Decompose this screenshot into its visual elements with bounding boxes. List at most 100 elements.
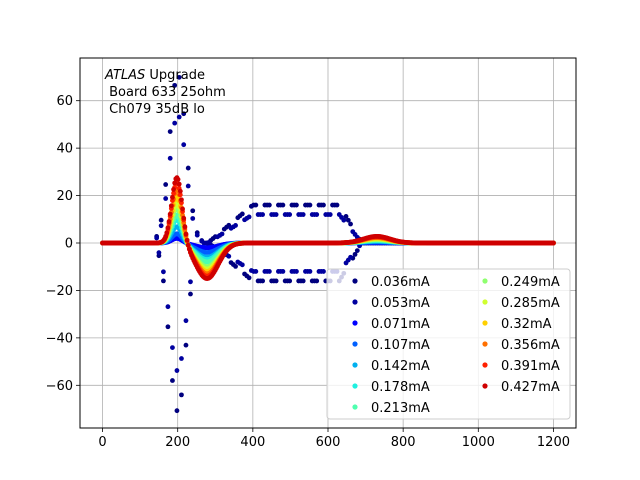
legend-box [326, 268, 571, 420]
data-point [190, 216, 196, 221]
data-point [154, 235, 160, 241]
data-point [170, 345, 175, 350]
legend-marker [352, 320, 358, 326]
data-point [163, 182, 169, 187]
data-point [179, 197, 184, 203]
legend-marker [352, 404, 358, 410]
legend-marker [482, 383, 488, 389]
data-point [188, 279, 193, 285]
legend-item: 0.053mA [352, 296, 430, 311]
legend-marker [482, 278, 488, 284]
annotation-italic: ATLAS [104, 68, 145, 83]
data-point [273, 278, 279, 284]
annotation-line1-rest: Upgrade [145, 68, 205, 83]
data-point [260, 212, 266, 217]
data-point [170, 194, 175, 200]
data-point [158, 223, 164, 229]
legend-label: 0.213mA [371, 401, 430, 416]
data-point [183, 342, 189, 348]
data-point [166, 219, 172, 224]
data-point [287, 278, 293, 284]
legend-label: 0.178mA [371, 380, 430, 395]
legend-marker [352, 278, 358, 284]
data-point [185, 183, 191, 189]
data-point [167, 211, 173, 217]
legend-item: 0.285mA [482, 296, 560, 311]
data-point [171, 190, 176, 196]
data-point [354, 248, 360, 253]
legend-label: 0.142mA [371, 359, 430, 374]
data-point [177, 192, 183, 198]
plot-area [100, 74, 556, 414]
data-point [158, 217, 164, 223]
legend-item: 0.213mA [352, 401, 430, 416]
data-point [246, 214, 252, 220]
legend: 0.036mA0.053mA0.071mA0.107mA0.142mA0.178… [326, 268, 571, 420]
data-point [181, 142, 187, 148]
data-point [188, 291, 193, 297]
x-tick-label: 400 [240, 435, 265, 450]
annotation: ATLAS Upgrade Board 633 25ohm Ch079 35dB… [104, 68, 230, 117]
data-point [165, 225, 171, 231]
legend-label: 0.107mA [371, 338, 430, 353]
legend-marker [482, 341, 488, 347]
data-point [190, 208, 196, 214]
legend-item: 0.107mA [352, 338, 430, 353]
x-tick-label: 200 [165, 435, 190, 450]
legend-marker [352, 299, 358, 305]
data-point [314, 212, 320, 217]
data-point [174, 408, 180, 414]
data-point [348, 221, 353, 227]
y-tick-label: −60 [46, 379, 73, 394]
legend-item: 0.071mA [352, 317, 430, 332]
legend-label: 0.071mA [371, 317, 430, 332]
data-point [163, 196, 169, 201]
data-point [343, 214, 349, 219]
data-point [239, 211, 245, 217]
legend-label: 0.356mA [501, 338, 560, 353]
data-point [348, 254, 353, 260]
x-tick-label: 600 [316, 435, 341, 450]
data-point [156, 250, 162, 256]
x-tick-label: 1000 [462, 435, 495, 450]
legend-marker [352, 362, 358, 368]
data-point [183, 231, 189, 237]
data-point [266, 202, 272, 208]
data-point [334, 202, 340, 208]
data-point [171, 187, 176, 192]
legend-marker [352, 341, 358, 347]
data-point [182, 224, 188, 229]
data-point [174, 368, 180, 373]
annotation-line3: Ch079 35dB lo [105, 102, 205, 117]
annotation-line2: Board 633 25ohm [105, 85, 226, 100]
data-point [266, 269, 272, 274]
legend-item: 0.178mA [352, 380, 430, 395]
legend-item: 0.142mA [352, 359, 430, 374]
data-point [280, 202, 286, 208]
x-tick-label: 1200 [537, 435, 570, 450]
data-point [176, 74, 182, 80]
data-point [172, 120, 178, 126]
x-tick-label: 800 [391, 435, 416, 450]
legend-marker [482, 320, 488, 326]
data-point [161, 278, 166, 284]
data-point [181, 215, 187, 221]
data-point [260, 278, 266, 284]
data-point [183, 318, 189, 324]
data-point [239, 262, 245, 268]
data-point [164, 230, 170, 236]
data-point [341, 217, 347, 223]
data-point [175, 177, 181, 182]
data-point [327, 212, 333, 217]
data-point [294, 202, 299, 208]
data-point [280, 269, 286, 274]
data-point [307, 269, 313, 274]
data-point [219, 231, 225, 237]
data-point [172, 82, 178, 88]
legend-marker [482, 362, 488, 368]
legend-item: 0.427mA [482, 380, 560, 395]
data-point [551, 240, 556, 246]
data-point [321, 269, 326, 274]
